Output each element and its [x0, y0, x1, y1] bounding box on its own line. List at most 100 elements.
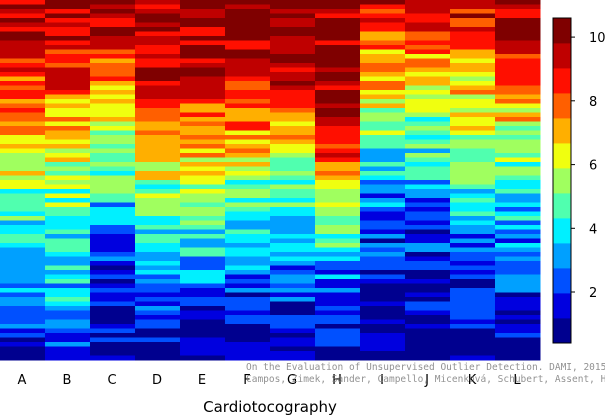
colorbar-segment	[553, 93, 571, 119]
heatmap-cell	[225, 319, 271, 325]
heatmap-cell	[495, 337, 541, 343]
heatmap-cell	[90, 346, 136, 352]
heatmap-cell	[0, 76, 46, 82]
heatmap-cell	[315, 72, 361, 77]
heatmap-cell	[405, 283, 451, 289]
heatmap-cell	[180, 301, 226, 307]
heatmap-cell	[270, 31, 316, 37]
heatmap-cell	[360, 67, 406, 73]
heatmap-cell	[270, 126, 316, 131]
heatmap-cell	[225, 171, 271, 176]
heatmap-cell	[45, 238, 91, 244]
heatmap-cell	[405, 85, 451, 91]
heatmap-cell	[270, 54, 316, 59]
heatmap-cell	[360, 279, 406, 284]
heatmap-cell	[0, 45, 46, 50]
heatmap-cell	[90, 252, 136, 257]
heatmap-cell	[90, 211, 136, 217]
heatmap-cell	[315, 355, 361, 361]
heatmap-cell	[135, 9, 181, 14]
heatmap-cell	[405, 58, 451, 64]
heatmap-cell	[315, 351, 361, 356]
heatmap-cell	[495, 121, 541, 127]
heatmap-cell	[315, 121, 361, 127]
heatmap-cell	[0, 220, 46, 226]
heatmap-cell	[225, 328, 271, 334]
heatmap-cell	[270, 175, 316, 181]
heatmap-cell	[225, 238, 271, 244]
heatmap-cell	[450, 112, 496, 118]
heatmap-cell	[450, 279, 496, 284]
heatmap-cell	[90, 135, 136, 140]
heatmap-cell	[90, 234, 136, 239]
heatmap-cell	[90, 333, 136, 338]
heatmap-cell	[360, 310, 406, 316]
heatmap-cell	[360, 112, 406, 118]
heatmap-cell	[0, 63, 46, 68]
heatmap-cell	[45, 216, 91, 221]
heatmap-cell	[225, 229, 271, 235]
heatmap-cell	[225, 4, 271, 10]
heatmap-cell	[90, 279, 136, 284]
heatmap-cell	[495, 67, 541, 73]
heatmap-cell	[45, 229, 91, 235]
heatmap-cell	[315, 193, 361, 199]
heatmap-cell	[90, 171, 136, 176]
heatmap-cell	[405, 36, 451, 41]
heatmap-cell	[360, 189, 406, 194]
heatmap-cell	[495, 153, 541, 158]
heatmap-cell	[495, 49, 541, 55]
heatmap-cell	[360, 261, 406, 266]
heatmap-cell	[135, 22, 181, 28]
heatmap-cell	[270, 315, 316, 320]
heatmap-cell	[45, 342, 91, 347]
heatmap-cell	[450, 225, 496, 230]
heatmap-cell	[225, 180, 271, 185]
heatmap-cell	[225, 252, 271, 257]
heatmap-cell	[270, 184, 316, 190]
heatmap-cell	[450, 202, 496, 208]
heatmap-cell	[405, 193, 451, 199]
heatmap-cell	[180, 243, 226, 248]
heatmap-cell	[45, 45, 91, 50]
heatmap-cell	[90, 265, 136, 271]
heatmap-cell	[360, 342, 406, 347]
heatmap-cell	[225, 288, 271, 293]
heatmap-cell	[315, 346, 361, 352]
heatmap-cell	[180, 63, 226, 68]
heatmap-cell	[450, 148, 496, 154]
heatmap-cell	[270, 49, 316, 55]
heatmap-cell	[360, 144, 406, 149]
heatmap-cell	[180, 90, 226, 95]
heatmap-cell	[180, 337, 226, 343]
heatmap-cell	[360, 306, 406, 311]
heatmap-cell	[45, 85, 91, 91]
heatmap-cell	[405, 103, 451, 109]
heatmap-cell	[360, 130, 406, 136]
heatmap-cell	[270, 252, 316, 257]
heatmap-cell	[405, 90, 451, 95]
heatmap-cell	[495, 225, 541, 230]
heatmap-cell	[0, 225, 46, 230]
heatmap-cells	[0, 0, 541, 361]
heatmap-cell	[405, 180, 451, 185]
heatmap-cell	[405, 94, 451, 100]
heatmap-cell	[135, 333, 181, 338]
heatmap-cell	[450, 67, 496, 73]
heatmap-cell	[405, 328, 451, 334]
heatmap-cell	[405, 184, 451, 190]
heatmap-cell	[450, 292, 496, 298]
heatmap-cell	[0, 283, 46, 289]
heatmap-cell	[180, 346, 226, 352]
heatmap-cell	[405, 4, 451, 10]
heatmap-cell	[0, 130, 46, 136]
heatmap-cell	[225, 81, 271, 86]
heatmap-cell	[180, 18, 226, 23]
heatmap-cell	[315, 256, 361, 262]
heatmap-cell	[135, 297, 181, 302]
heatmap-cell	[90, 0, 136, 5]
heatmap-cell	[90, 9, 136, 14]
heatmap-cell	[180, 193, 226, 199]
heatmap-cell	[180, 162, 226, 167]
heatmap-cell	[405, 315, 451, 320]
